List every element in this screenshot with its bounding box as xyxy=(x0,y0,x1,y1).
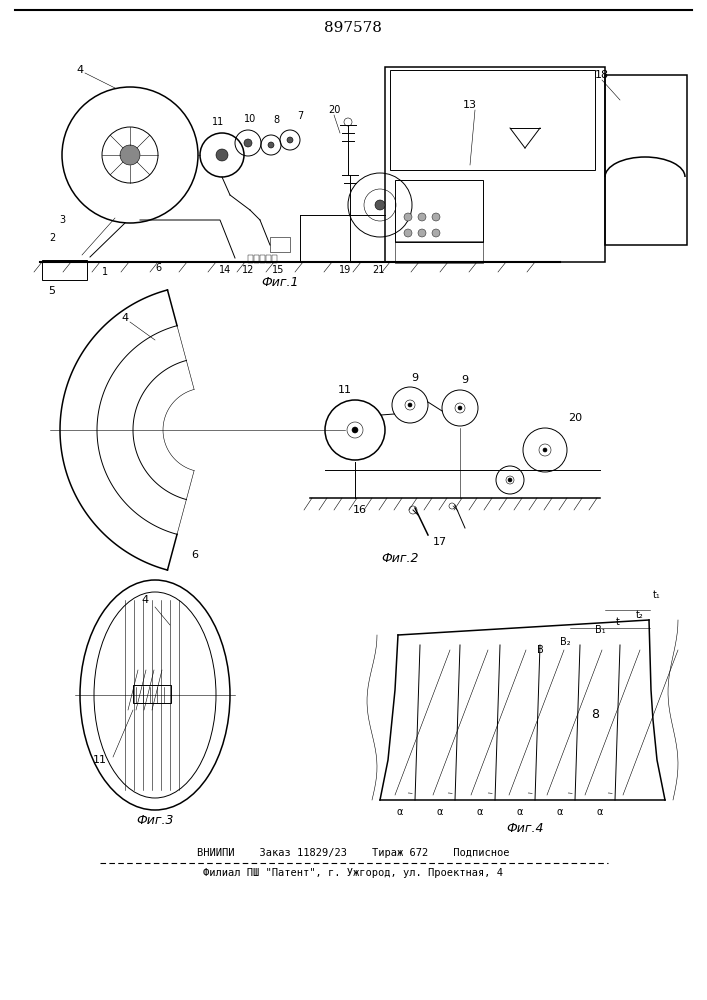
Text: ВНИИПИ    Заказ 11829/23    Тираж 672    Подписное: ВНИИПИ Заказ 11829/23 Тираж 672 Подписно… xyxy=(197,848,509,858)
Text: Фиг.1: Фиг.1 xyxy=(262,276,299,290)
Text: 19: 19 xyxy=(339,265,351,275)
Text: 897578: 897578 xyxy=(324,21,382,35)
Circle shape xyxy=(418,213,426,221)
Text: 6: 6 xyxy=(192,550,199,560)
Circle shape xyxy=(375,200,385,210)
Text: 12: 12 xyxy=(242,265,255,275)
Text: 20: 20 xyxy=(568,413,582,423)
Text: α: α xyxy=(477,807,483,817)
Text: 11: 11 xyxy=(93,755,107,765)
Text: 10: 10 xyxy=(244,114,256,124)
Text: 11: 11 xyxy=(212,117,224,127)
Circle shape xyxy=(508,478,512,482)
Bar xyxy=(248,255,253,263)
Text: 3: 3 xyxy=(59,215,65,225)
Text: α: α xyxy=(437,807,443,817)
Text: Фиг.2: Фиг.2 xyxy=(381,552,419,564)
Circle shape xyxy=(120,145,140,165)
Bar xyxy=(390,70,595,170)
Text: 4: 4 xyxy=(141,595,148,605)
Text: Филиал ПШ "Патент", г. Ужгород, ул. Проектная, 4: Филиал ПШ "Патент", г. Ужгород, ул. Прое… xyxy=(203,868,503,878)
Text: α: α xyxy=(597,807,603,817)
Bar xyxy=(395,180,483,242)
Circle shape xyxy=(432,229,440,237)
Text: 5: 5 xyxy=(49,286,56,296)
Text: 16: 16 xyxy=(353,505,367,515)
Text: Фиг.3: Фиг.3 xyxy=(136,814,174,826)
Text: 4: 4 xyxy=(76,65,83,75)
Text: 9: 9 xyxy=(462,375,469,385)
Circle shape xyxy=(404,213,412,221)
Text: Фиг.4: Фиг.4 xyxy=(506,822,544,834)
Circle shape xyxy=(432,213,440,221)
Bar xyxy=(133,685,171,703)
Text: 11: 11 xyxy=(338,385,352,395)
Bar xyxy=(42,260,87,280)
Circle shape xyxy=(458,406,462,410)
Circle shape xyxy=(418,229,426,237)
Text: α: α xyxy=(517,807,523,817)
Text: 13: 13 xyxy=(463,100,477,110)
Circle shape xyxy=(244,139,252,147)
Text: 2: 2 xyxy=(49,233,55,243)
Text: 9: 9 xyxy=(411,373,419,383)
Text: t₂: t₂ xyxy=(636,610,644,620)
Circle shape xyxy=(543,448,547,452)
Bar xyxy=(385,67,605,262)
Text: 15: 15 xyxy=(271,265,284,275)
Circle shape xyxy=(408,403,412,407)
Text: B₂: B₂ xyxy=(560,637,571,647)
Circle shape xyxy=(216,149,228,161)
Bar xyxy=(254,255,259,263)
Text: 8: 8 xyxy=(591,708,599,722)
Text: 1: 1 xyxy=(102,267,108,277)
Text: B₁: B₁ xyxy=(595,625,605,635)
Text: t: t xyxy=(616,617,620,627)
Bar xyxy=(605,75,687,245)
Text: α: α xyxy=(397,807,403,817)
Text: 18: 18 xyxy=(595,70,609,80)
Text: B: B xyxy=(537,645,544,655)
Text: 4: 4 xyxy=(122,313,129,323)
Bar xyxy=(272,255,277,263)
Circle shape xyxy=(268,142,274,148)
Bar xyxy=(270,237,290,252)
Text: 14: 14 xyxy=(219,265,231,275)
Text: 21: 21 xyxy=(372,265,384,275)
Text: α: α xyxy=(557,807,563,817)
Circle shape xyxy=(352,427,358,433)
Text: 20: 20 xyxy=(328,105,340,115)
Text: 7: 7 xyxy=(297,111,303,121)
Bar xyxy=(395,241,483,263)
Text: 6: 6 xyxy=(155,263,161,273)
Bar xyxy=(260,255,265,263)
Text: 17: 17 xyxy=(433,537,447,547)
Text: t₁: t₁ xyxy=(653,590,661,600)
Circle shape xyxy=(404,229,412,237)
Bar xyxy=(266,255,271,263)
Circle shape xyxy=(287,137,293,143)
Text: 8: 8 xyxy=(273,115,279,125)
